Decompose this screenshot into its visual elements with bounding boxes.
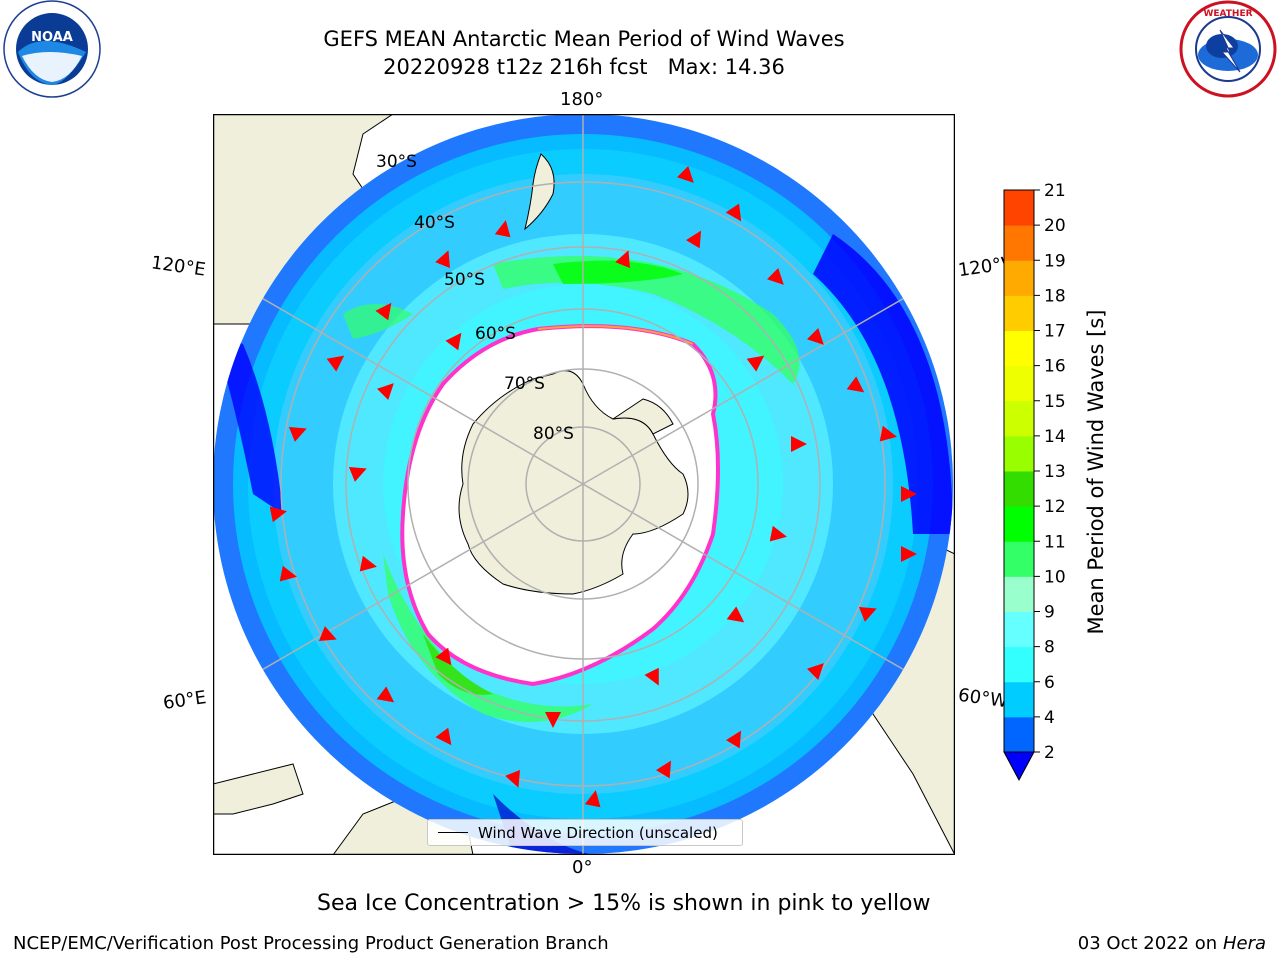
colorbar-tick-label: 17 — [1044, 322, 1066, 342]
colorbar: 2 4 6 8 9 10 11 12 13 14 15 16 17 18 19 20 21 — [990, 180, 1120, 790]
colorbar-tick-label: 11 — [1044, 532, 1066, 552]
colorbar-segment — [1004, 330, 1034, 367]
lat-label-70s: 70°S — [504, 374, 545, 394]
svg-text:WEATHER: WEATHER — [1203, 9, 1252, 19]
legend-label: Wind Wave Direction (unscaled) — [478, 823, 718, 842]
colorbar-tick-label: 20 — [1044, 216, 1066, 236]
colorbar-tick-label: 15 — [1044, 392, 1066, 412]
lat-label-50s: 50°S — [444, 270, 485, 290]
colorbar-tick-label: 18 — [1044, 286, 1066, 306]
noaa-logo: NOAA — [3, 0, 101, 98]
colorbar-segment — [1004, 260, 1034, 296]
colorbar-segment — [1004, 541, 1034, 577]
colorbar-segment — [1004, 225, 1034, 261]
colorbar-segment — [1004, 435, 1034, 472]
footer-credit: NCEP/EMC/Verification Post Processing Pr… — [13, 933, 609, 954]
colorbar-segment — [1004, 646, 1034, 683]
colorbar-tick-label: 10 — [1044, 567, 1066, 587]
colorbar-segment — [1004, 611, 1034, 648]
chart-title-line1: GEFS MEAN Antarctic Mean Period of Wind … — [323, 27, 845, 51]
polar-map — [213, 114, 955, 855]
colorbar-tick-label: 12 — [1044, 497, 1066, 517]
lon-label-0: 0° — [572, 857, 593, 878]
footer-host: Hera — [1222, 933, 1266, 954]
legend-line-swatch — [438, 832, 468, 833]
colorbar-tick-label: 4 — [1044, 708, 1055, 728]
colorbar-tick-label: 9 — [1044, 603, 1055, 623]
colorbar-under-triangle — [1003, 751, 1035, 782]
footer-date: 03 Oct 2022 on Hera — [1078, 933, 1266, 954]
sea-ice-note: Sea Ice Concentration > 15% is shown in … — [317, 891, 931, 916]
colorbar-tick-label: 14 — [1044, 427, 1066, 447]
lon-label-180: 180° — [560, 89, 604, 110]
colorbar-tick-label: 16 — [1044, 357, 1066, 377]
colorbar-segment — [1004, 190, 1034, 226]
colorbar-segment — [1004, 506, 1034, 542]
colorbar-label: Mean Period of Wind Waves [s] — [1084, 309, 1108, 635]
colorbar-tick-label: 6 — [1044, 673, 1055, 693]
colorbar-tick-label: 13 — [1044, 462, 1066, 482]
lat-label-60s: 60°S — [475, 324, 516, 344]
colorbar-segment — [1004, 365, 1034, 402]
colorbar-tick-label: 19 — [1044, 251, 1066, 271]
lon-label-60e: 60°E — [161, 687, 208, 714]
lat-label-40s: 40°S — [414, 213, 455, 233]
map-legend: Wind Wave Direction (unscaled) — [427, 819, 743, 846]
svg-text:NOAA: NOAA — [31, 30, 73, 45]
colorbar-segment — [1004, 295, 1034, 331]
colorbar-segment — [1004, 681, 1034, 718]
colorbar-tick-label: 2 — [1044, 743, 1055, 763]
lat-label-30s: 30°S — [376, 152, 417, 172]
lat-label-80s: 80°S — [533, 424, 574, 444]
colorbar-segment — [1004, 576, 1034, 612]
colorbar-tick-label: 21 — [1044, 181, 1066, 201]
colorbar-segment — [1004, 471, 1034, 507]
colorbar-segment — [1004, 400, 1034, 437]
nws-logo: WEATHER — [1179, 0, 1277, 98]
lon-label-120e: 120°E — [149, 252, 207, 281]
footer-date-text: 03 Oct 2022 on — [1077, 933, 1223, 954]
colorbar-segment — [1004, 716, 1034, 753]
chart-title-line2: 20220928 t12z 216h fcst Max: 14.36 — [383, 55, 785, 79]
colorbar-tick-label: 8 — [1044, 638, 1055, 658]
